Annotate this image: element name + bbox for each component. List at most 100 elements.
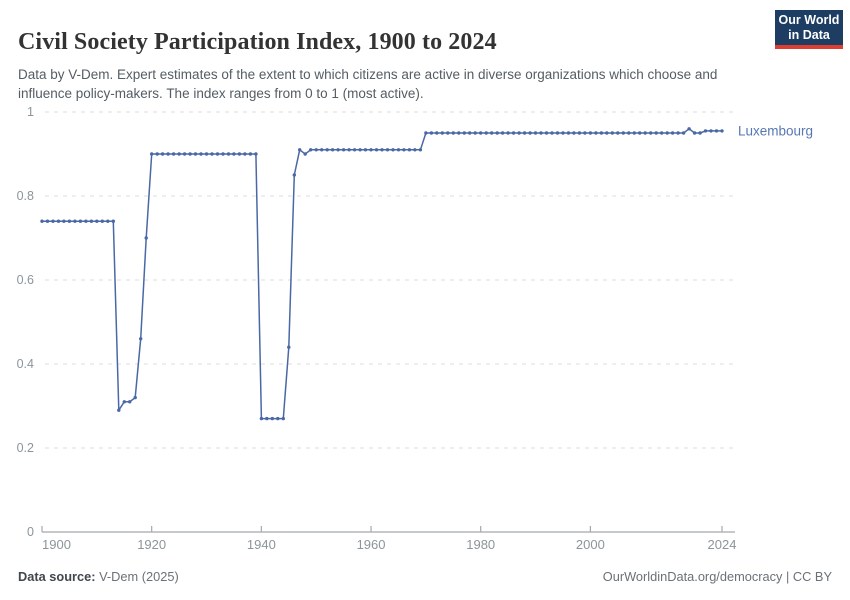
data-point[interactable] xyxy=(336,148,340,152)
data-point[interactable] xyxy=(703,129,708,133)
data-point[interactable] xyxy=(320,148,324,152)
data-point[interactable] xyxy=(254,152,258,156)
data-point[interactable] xyxy=(243,152,247,156)
data-point[interactable] xyxy=(237,152,242,156)
data-point[interactable] xyxy=(193,152,198,156)
data-point[interactable] xyxy=(714,129,719,133)
data-point[interactable] xyxy=(506,131,510,135)
data-point[interactable] xyxy=(522,131,527,135)
data-point[interactable] xyxy=(45,219,50,223)
data-point[interactable] xyxy=(528,131,532,135)
data-point[interactable] xyxy=(67,219,72,223)
data-point[interactable] xyxy=(150,152,154,156)
data-point[interactable] xyxy=(374,148,379,152)
data-point[interactable] xyxy=(638,131,642,135)
data-point[interactable] xyxy=(709,129,713,133)
data-point[interactable] xyxy=(117,408,121,412)
data-point[interactable] xyxy=(144,236,148,240)
data-point[interactable] xyxy=(276,416,280,421)
series-label-luxembourg[interactable]: Luxembourg xyxy=(738,123,813,138)
data-point[interactable] xyxy=(462,131,466,135)
footer-link[interactable]: OurWorldinData.org/democracy | CC BY xyxy=(602,569,832,584)
data-point[interactable] xyxy=(698,131,702,135)
data-point[interactable] xyxy=(577,131,582,135)
data-point[interactable] xyxy=(687,127,691,131)
data-point[interactable] xyxy=(155,152,159,156)
data-point[interactable] xyxy=(594,131,598,135)
data-point[interactable] xyxy=(160,152,165,156)
data-point[interactable] xyxy=(391,148,395,152)
data-point[interactable] xyxy=(407,148,412,152)
data-point[interactable] xyxy=(210,152,214,156)
data-point[interactable] xyxy=(396,148,401,152)
data-point[interactable] xyxy=(281,416,285,421)
data-point[interactable] xyxy=(265,416,269,421)
data-point[interactable] xyxy=(221,152,225,156)
data-point[interactable] xyxy=(347,148,351,152)
data-point[interactable] xyxy=(95,219,99,223)
data-point[interactable] xyxy=(341,148,346,152)
data-point[interactable] xyxy=(484,131,488,135)
data-point[interactable] xyxy=(550,131,554,135)
data-point[interactable] xyxy=(232,152,236,156)
data-point[interactable] xyxy=(287,345,291,349)
data-point[interactable] xyxy=(139,337,143,341)
data-point[interactable] xyxy=(40,219,44,223)
data-point[interactable] xyxy=(457,131,461,135)
data-point[interactable] xyxy=(424,131,428,135)
data-point[interactable] xyxy=(133,395,137,400)
data-point[interactable] xyxy=(111,219,116,223)
data-point[interactable] xyxy=(605,131,609,135)
data-point[interactable] xyxy=(643,131,647,135)
data-point[interactable] xyxy=(402,148,406,152)
data-point[interactable] xyxy=(632,131,636,135)
data-point[interactable] xyxy=(468,131,472,135)
data-point[interactable] xyxy=(621,131,625,135)
data-point[interactable] xyxy=(451,131,455,135)
data-point[interactable] xyxy=(511,131,516,135)
data-point[interactable] xyxy=(226,152,231,156)
data-point[interactable] xyxy=(495,131,499,135)
data-point[interactable] xyxy=(122,400,127,404)
data-point[interactable] xyxy=(670,131,675,135)
data-point[interactable] xyxy=(358,148,362,152)
data-point[interactable] xyxy=(435,131,439,135)
data-point[interactable] xyxy=(73,219,77,223)
data-point[interactable] xyxy=(215,152,220,156)
data-point[interactable] xyxy=(78,219,83,223)
data-point[interactable] xyxy=(84,219,88,223)
data-point[interactable] xyxy=(561,131,565,135)
data-point[interactable] xyxy=(490,131,494,135)
data-point[interactable] xyxy=(100,219,105,223)
data-point[interactable] xyxy=(204,152,209,156)
data-point[interactable] xyxy=(539,131,543,135)
data-point[interactable] xyxy=(660,131,664,135)
data-point[interactable] xyxy=(385,148,390,152)
data-point[interactable] xyxy=(303,152,307,156)
data-point[interactable] xyxy=(177,152,181,156)
data-point[interactable] xyxy=(572,131,576,135)
data-point[interactable] xyxy=(314,148,318,152)
data-point[interactable] xyxy=(418,148,423,152)
data-point[interactable] xyxy=(171,152,176,156)
data-point[interactable] xyxy=(259,416,264,421)
data-point[interactable] xyxy=(440,131,444,135)
data-point[interactable] xyxy=(610,131,614,135)
data-point[interactable] xyxy=(583,131,587,135)
data-point[interactable] xyxy=(599,131,604,135)
data-point[interactable] xyxy=(479,131,483,135)
data-point[interactable] xyxy=(627,131,631,135)
data-point[interactable] xyxy=(182,152,187,156)
data-point[interactable] xyxy=(429,131,434,135)
data-point[interactable] xyxy=(51,219,55,223)
data-point[interactable] xyxy=(676,131,680,135)
data-point[interactable] xyxy=(413,148,417,152)
data-point[interactable] xyxy=(188,152,192,156)
data-point[interactable] xyxy=(298,148,302,152)
data-point[interactable] xyxy=(330,148,335,152)
data-point[interactable] xyxy=(500,131,505,135)
data-point[interactable] xyxy=(363,148,368,152)
data-point[interactable] xyxy=(533,131,538,135)
data-point[interactable] xyxy=(352,148,357,152)
data-point[interactable] xyxy=(588,131,593,135)
